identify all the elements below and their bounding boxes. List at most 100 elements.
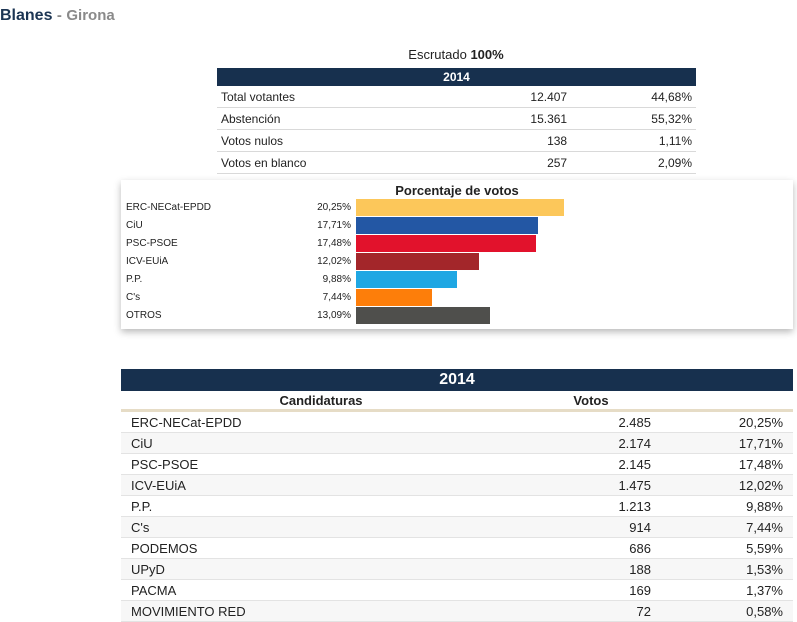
- party-pct: 9,88%: [661, 495, 793, 517]
- party-name: MOVIMIENTO RED: [121, 600, 521, 622]
- summary-table: 2014 Total votantes 12.407 44,68% Abstenció…: [217, 68, 696, 174]
- city-name: Blanes: [0, 7, 53, 24]
- chart-row: OTROS 13,09%: [121, 307, 793, 325]
- bar-label: PSC-PSOE: [126, 238, 178, 249]
- party-votes: 188: [521, 558, 661, 580]
- party-name: PSC-PSOE: [121, 453, 521, 475]
- party-pct: 5,59%: [661, 537, 793, 559]
- summary-row: Total votantes 12.407 44,68%: [217, 86, 696, 108]
- summary-count: 12.407: [456, 86, 572, 108]
- chart-row: P.P. 9,88%: [121, 271, 793, 289]
- province-name: Girona: [66, 7, 115, 24]
- party-votes: 914: [521, 516, 661, 538]
- party-name: P.P.: [121, 495, 521, 517]
- summary-year-header: 2014: [217, 68, 696, 86]
- party-votes: 2.174: [521, 432, 661, 454]
- summary-pct: 44,68%: [571, 86, 696, 108]
- party-pct: 17,71%: [661, 432, 793, 454]
- bar-label: CiU: [126, 220, 143, 231]
- results-year-header: 2014: [121, 369, 793, 391]
- bar: [356, 307, 490, 324]
- table-row: P.P. 1.213 9,88%: [121, 495, 793, 517]
- party-pct: 20,25%: [661, 410, 793, 433]
- page-header: Blanes - Girona: [0, 7, 115, 25]
- party-name: ICV-EUiA: [121, 474, 521, 496]
- party-votes: 1.475: [521, 474, 661, 496]
- bar: [356, 235, 536, 252]
- party-pct: 12,02%: [661, 474, 793, 496]
- party-votes: 1.213: [521, 495, 661, 517]
- party-votes: 2.485: [521, 410, 661, 433]
- table-row: PSC-PSOE 2.145 17,48%: [121, 453, 793, 475]
- vote-percentage-chart: Porcentaje de votos ERC-NECat-EPDD 20,25%…: [121, 180, 793, 329]
- summary-row: Votos en blanco 257 2,09%: [217, 151, 696, 174]
- header-separator: -: [56, 7, 62, 24]
- party-votes: 169: [521, 579, 661, 601]
- bar: [356, 289, 432, 306]
- table-row: MOVIMIENTO RED 72 0,58%: [121, 600, 793, 622]
- bar-label: C's: [126, 292, 141, 303]
- bar-value-label: 9,88%: [322, 274, 351, 285]
- escrutado-status: Escrutado 100%: [217, 47, 695, 62]
- bar-value-label: 13,09%: [317, 310, 351, 321]
- party-name: PODEMOS: [121, 537, 521, 559]
- table-row: PODEMOS 686 5,59%: [121, 537, 793, 559]
- chart-row: ICV-EUiA 12,02%: [121, 253, 793, 271]
- bar-label: OTROS: [126, 310, 162, 321]
- party-pct: 7,44%: [661, 516, 793, 538]
- party-votes: 686: [521, 537, 661, 559]
- summary-label: Votos nulos: [217, 129, 457, 152]
- chart-title: Porcentaje de votos: [395, 183, 519, 198]
- bar: [356, 199, 564, 216]
- results-table: 2014 Candidaturas Votos ERC-NECat-EPDD 2.…: [121, 369, 793, 622]
- summary-label: Abstención: [217, 107, 457, 130]
- summary-pct: 1,11%: [571, 129, 696, 152]
- party-pct: 17,48%: [661, 453, 793, 475]
- bar-value-label: 7,44%: [322, 292, 351, 303]
- party-name: C's: [121, 516, 521, 538]
- bar: [356, 217, 538, 234]
- party-pct: 1,37%: [661, 579, 793, 601]
- bar-value-label: 20,25%: [317, 202, 351, 213]
- party-votes: 2.145: [521, 453, 661, 475]
- table-row: ICV-EUiA 1.475 12,02%: [121, 474, 793, 496]
- table-row: PACMA 169 1,37%: [121, 579, 793, 601]
- col-header-pct: [661, 391, 793, 412]
- chart-row: PSC-PSOE 17,48%: [121, 235, 793, 253]
- bar-label: ERC-NECat-EPDD: [126, 202, 212, 213]
- summary-count: 138: [456, 129, 572, 152]
- party-pct: 1,53%: [661, 558, 793, 580]
- bar-value-label: 17,48%: [317, 238, 351, 249]
- bar-label: ICV-EUiA: [126, 256, 169, 267]
- summary-label: Votos en blanco: [217, 151, 457, 174]
- party-name: PACMA: [121, 579, 521, 601]
- bar-value-label: 17,71%: [317, 220, 351, 231]
- bar-label: P.P.: [126, 274, 143, 285]
- summary-label: Total votantes: [217, 86, 457, 108]
- table-row: UPyD 188 1,53%: [121, 558, 793, 580]
- summary-pct: 2,09%: [571, 151, 696, 174]
- chart-row: CiU 17,71%: [121, 217, 793, 235]
- bar: [356, 253, 479, 270]
- escrutado-label: Escrutado: [408, 47, 467, 62]
- table-row: ERC-NECat-EPDD 2.485 20,25%: [121, 410, 793, 433]
- summary-count: 15.361: [456, 107, 572, 130]
- table-row: CiU 2.174 17,71%: [121, 432, 793, 454]
- summary-row: Votos nulos 138 1,11%: [217, 129, 696, 152]
- party-name: CiU: [121, 432, 521, 454]
- party-pct: 0,58%: [661, 600, 793, 622]
- chart-row: ERC-NECat-EPDD 20,25%: [121, 199, 793, 217]
- table-row: C's 914 7,44%: [121, 516, 793, 538]
- col-header-votos: Votos: [521, 391, 661, 412]
- chart-row: C's 7,44%: [121, 289, 793, 307]
- summary-row: Abstención 15.361 55,32%: [217, 107, 696, 130]
- party-name: UPyD: [121, 558, 521, 580]
- escrutado-value: 100%: [470, 47, 504, 62]
- summary-count: 257: [456, 151, 572, 174]
- col-header-candidaturas: Candidaturas: [121, 391, 521, 412]
- bar: [356, 271, 457, 288]
- summary-pct: 55,32%: [571, 107, 696, 130]
- bar-value-label: 12,02%: [317, 256, 351, 267]
- party-name: ERC-NECat-EPDD: [121, 410, 521, 433]
- party-votes: 72: [521, 600, 661, 622]
